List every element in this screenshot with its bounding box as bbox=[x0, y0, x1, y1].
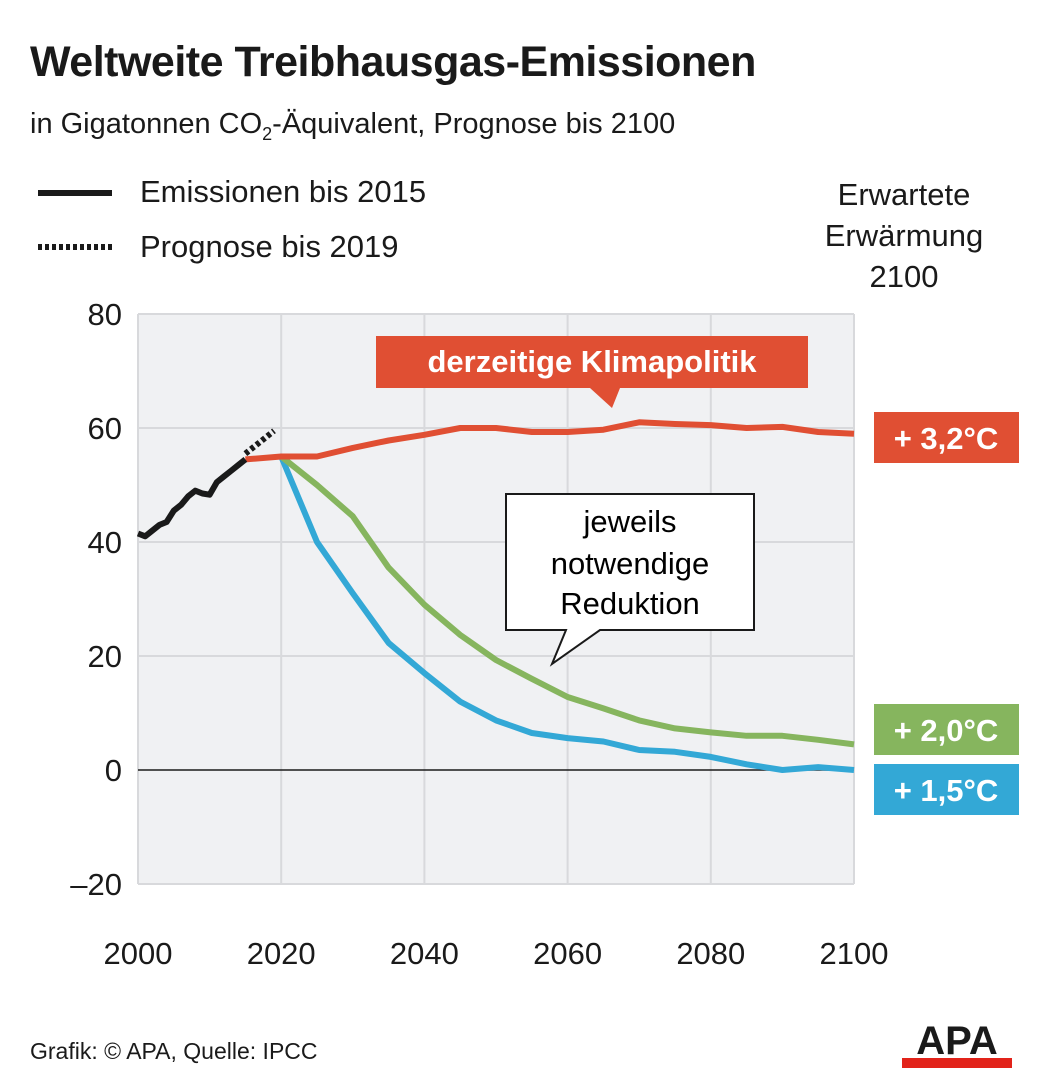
footer-credit: Grafik: © APA, Quelle: IPCC bbox=[30, 1038, 318, 1064]
reduction-bubble-shape bbox=[505, 493, 755, 667]
subtitle-part: in Gigatonnen CO bbox=[30, 108, 263, 140]
apa-logo-text: APA bbox=[916, 1019, 997, 1063]
series-line-1 bbox=[243, 428, 276, 456]
warming-header-line: 2100 bbox=[869, 259, 939, 294]
legend-solid-label: Emissionen bis 2015 bbox=[140, 174, 427, 209]
policy-label-bg bbox=[376, 336, 808, 388]
policy-label-text: derzeitige Klimapolitik bbox=[427, 344, 757, 379]
warming-label-text: + 1,5°C bbox=[894, 773, 999, 808]
x-tick-label: 2100 bbox=[820, 936, 889, 971]
subtitle-subscript: 2 bbox=[262, 123, 273, 144]
policy-label-box: derzeitige Klimapolitik bbox=[376, 336, 808, 408]
warming-header-line: Erwartete bbox=[837, 177, 971, 212]
warming-label-bg bbox=[874, 412, 1019, 463]
series-line-4 bbox=[278, 455, 855, 773]
chart-subtitle: in Gigatonnen CO2-Äquivalent, Prognose b… bbox=[30, 108, 675, 145]
series-line-0 bbox=[136, 457, 248, 540]
warming-label-bg bbox=[874, 764, 1019, 815]
legend-dotted-label: Prognose bis 2019 bbox=[140, 229, 399, 264]
apa-logo-bar bbox=[902, 1058, 1012, 1068]
reduction-bubble: jeweils notwendige Reduktion bbox=[505, 493, 755, 667]
subtitle-part: -Äquivalent, Prognose bis 2100 bbox=[272, 108, 676, 140]
warming-header: Erwartete Erwärmung 2100 bbox=[794, 174, 1014, 297]
reduction-line: notwendige bbox=[551, 546, 710, 581]
series-line-3 bbox=[279, 454, 855, 748]
warming-header-line: Erwärmung bbox=[824, 218, 984, 253]
x-tick-label: 2080 bbox=[676, 936, 745, 971]
y-tick-label: 0 bbox=[105, 753, 122, 788]
x-tick-label: 2040 bbox=[390, 936, 459, 971]
reduction-line: jeweils bbox=[582, 504, 676, 539]
series-line-2 bbox=[245, 419, 855, 463]
warming-label-text: + 2,0°C bbox=[894, 713, 999, 748]
y-tick-label: –20 bbox=[70, 867, 122, 902]
legend-swatches bbox=[38, 190, 112, 250]
policy-label-pointer bbox=[590, 388, 620, 408]
apa-logo: APA bbox=[902, 1019, 1012, 1068]
y-tick-label: 40 bbox=[88, 525, 122, 560]
x-tick-label: 2000 bbox=[104, 936, 173, 971]
warming-label-bg bbox=[874, 704, 1019, 755]
x-tick-label: 2020 bbox=[247, 936, 316, 971]
chart-title: Weltweite Treibhausgas-Emissionen bbox=[30, 38, 756, 86]
reduction-line: Reduktion bbox=[560, 586, 700, 621]
y-tick-label: 20 bbox=[88, 639, 122, 674]
x-tick-label: 2060 bbox=[533, 936, 602, 971]
y-tick-label: 80 bbox=[88, 297, 122, 332]
y-tick-label: 60 bbox=[88, 411, 122, 446]
warming-label-text: + 3,2°C bbox=[894, 421, 999, 456]
